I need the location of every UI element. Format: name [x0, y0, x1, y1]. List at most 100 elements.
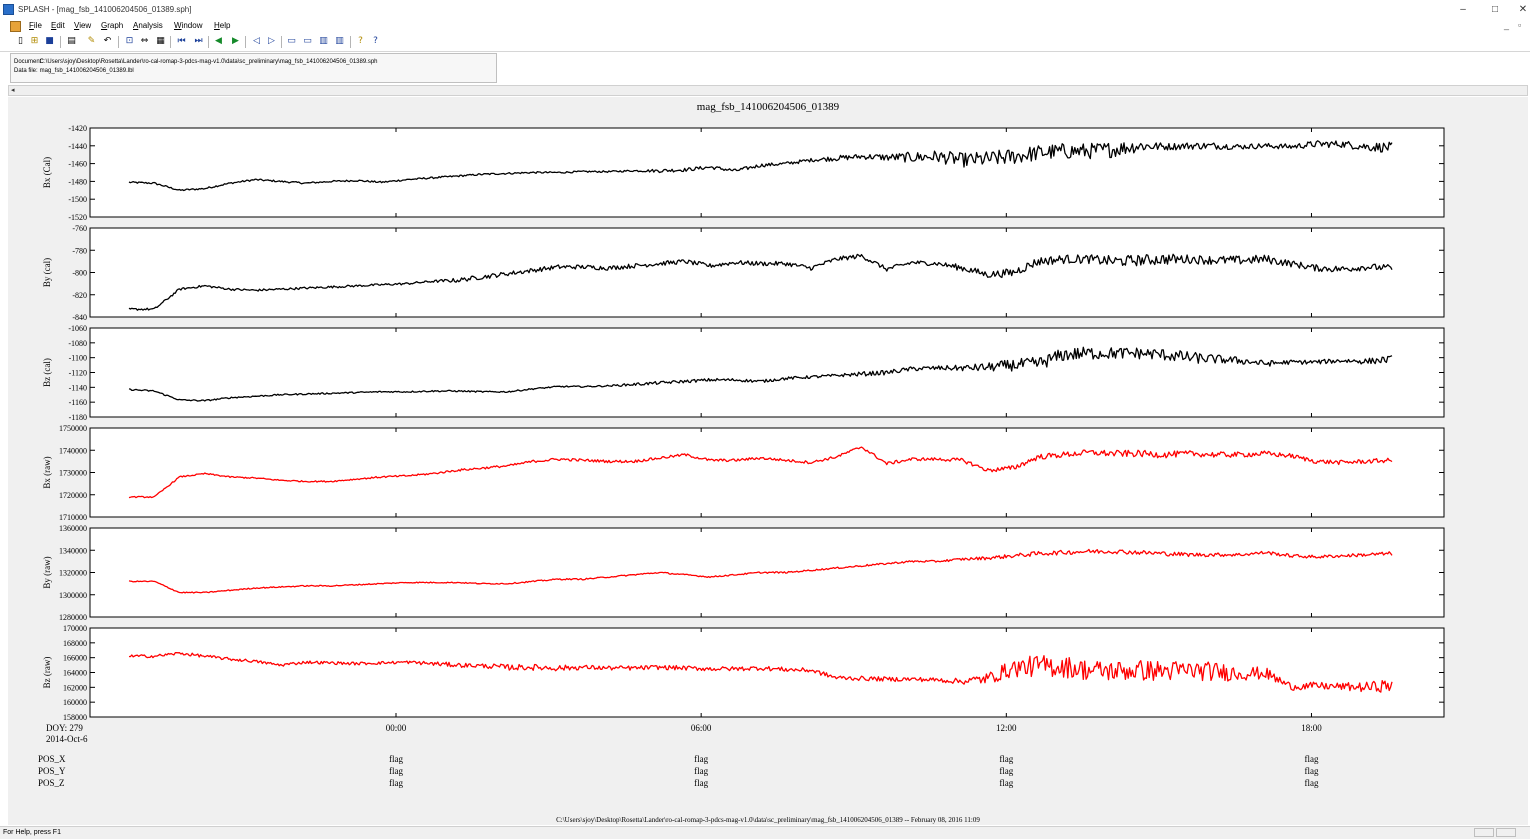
flag-value: flag	[1304, 778, 1318, 788]
flag-value: flag	[694, 754, 708, 764]
undo-icon[interactable]: ↶	[103, 36, 112, 46]
menu-analysis[interactable]: Analysis	[133, 21, 163, 30]
y-tick-label: -840	[72, 313, 87, 322]
flag-value: flag	[389, 754, 403, 764]
horizontal-scrollbar[interactable]: ◂	[8, 85, 1528, 96]
minimize-button[interactable]: –	[1460, 4, 1466, 15]
series-line	[128, 253, 1393, 311]
window-titlebar: SPLASH - [mag_fsb_141006204506_01389.sph…	[0, 0, 1530, 20]
flag-value: flag	[694, 778, 708, 788]
series-line	[128, 446, 1393, 499]
y-tick-label: -1440	[68, 142, 87, 151]
y-tick-label: 168000	[63, 639, 87, 648]
toolbar: ▯ ⊞ ■ ▤ ✎ ↶ ⊡ ⇔ ▦ ⏮ ⏭ ◀ ▶ ◁ ▷ ▭ ▭ ▥ ▥ ? …	[0, 33, 1530, 52]
y-tick-label: 1320000	[59, 569, 87, 578]
series-line	[128, 346, 1393, 402]
y-tick-label: 1710000	[59, 513, 87, 522]
menu-help[interactable]: Help	[214, 21, 231, 30]
last-icon[interactable]: ⏭	[194, 36, 203, 46]
y-axis-label: Bz (raw)	[42, 657, 52, 689]
document-icon[interactable]	[10, 21, 21, 32]
document-info-panel: Document: C:\Users\sjoy\Desktop\Rosetta\…	[10, 53, 497, 83]
window-title: SPLASH - [mag_fsb_141006204506_01389.sph…	[18, 5, 192, 14]
expand-icon[interactable]: ▷	[268, 36, 275, 46]
mdi-restore-button[interactable]: ▫	[1518, 20, 1522, 30]
scroll-left-icon[interactable]: ◂	[11, 87, 15, 94]
save-icon[interactable]: ■	[45, 36, 54, 46]
close-button[interactable]: ✕	[1518, 4, 1528, 15]
y-tick-label: -1180	[69, 413, 87, 422]
plot-canvas: mag_fsb_141006204506_01389 -1420 -1440 -146…	[38, 101, 1445, 824]
y-tick-label: 166000	[63, 654, 87, 663]
plot-footer: C:\Users\sjoy\Desktop\Rosetta\Lander\ro-…	[556, 816, 980, 824]
layout-d-icon[interactable]: ▥	[335, 36, 344, 46]
y-tick-label: 1740000	[59, 446, 87, 455]
plot-title: mag_fsb_141006204506_01389	[697, 101, 840, 113]
y-tick-label: 1340000	[59, 546, 87, 555]
zoom-icon[interactable]: ⊡	[125, 36, 134, 46]
flag-value: flag	[999, 778, 1013, 788]
series-line	[128, 651, 1393, 693]
y-tick-label: -1420	[68, 124, 87, 133]
toolbar-separator	[281, 36, 282, 48]
menu-view[interactable]: View	[74, 21, 92, 30]
flag-value: flag	[389, 778, 403, 788]
help-icon[interactable]: ?	[358, 36, 363, 46]
y-tick-label: -1160	[69, 398, 87, 407]
flag-value: flag	[999, 766, 1013, 776]
status-pane	[1496, 828, 1516, 837]
plot-panel-frame	[89, 327, 1445, 418]
toolbar-separator	[350, 36, 351, 48]
shrink-icon[interactable]: ◁	[253, 36, 260, 46]
x-tick-label: 18:00	[1301, 723, 1322, 733]
flag-value: flag	[694, 766, 708, 776]
layout-b-icon[interactable]: ▭	[303, 36, 312, 46]
datafile-label: Data file:	[14, 68, 38, 74]
plot-panel-frame	[89, 627, 1445, 718]
layout-a-icon[interactable]: ▭	[287, 36, 296, 46]
flag-row-label: POS_Y	[38, 766, 66, 776]
next-icon[interactable]: ▶	[232, 36, 239, 46]
y-tick-label: 1750000	[59, 424, 87, 433]
y-tick-label: 1730000	[59, 469, 87, 478]
y-axis-label: Bz (cal)	[42, 358, 52, 387]
menu-file[interactable]: File	[29, 21, 42, 30]
link-icon[interactable]: ⇔	[140, 36, 149, 46]
first-icon[interactable]: ⏮	[177, 36, 186, 46]
datafile-name: mag_fsb_141006204506_01389.lbl	[39, 68, 134, 74]
y-tick-label: 1280000	[59, 613, 87, 622]
toolbar-separator	[245, 36, 246, 48]
context-help-icon[interactable]: ?	[373, 36, 378, 46]
menu-edit[interactable]: Edit	[51, 21, 65, 30]
pencil-icon[interactable]: ✎	[87, 36, 96, 46]
mdi-minimize-button[interactable]: _	[1504, 20, 1510, 30]
y-tick-label: 1720000	[59, 491, 87, 500]
maximize-button[interactable]: □	[1491, 4, 1499, 15]
y-tick-label: 160000	[63, 698, 87, 707]
y-tick-label: -1480	[68, 177, 87, 186]
y-tick-label: -780	[72, 246, 87, 255]
menu-window[interactable]: Window	[174, 21, 203, 30]
print-icon[interactable]: ▤	[67, 36, 76, 46]
menu-graph[interactable]: Graph	[101, 21, 124, 30]
toolbar-separator	[208, 36, 209, 48]
x-tick-label: 12:00	[996, 723, 1017, 733]
flag-row-label: POS_X	[38, 754, 66, 764]
plot-panel-frame	[89, 227, 1445, 318]
open-folder-icon[interactable]: ⊞	[30, 36, 39, 46]
y-axis-label: By (raw)	[42, 556, 52, 588]
y-axis-label: Bx (Cal)	[42, 157, 52, 188]
document-row: Document: C:\Users\sjoy\Desktop\Rosetta\…	[14, 59, 378, 65]
toolbar-separator	[60, 36, 61, 48]
new-file-icon[interactable]: ▯	[18, 36, 23, 46]
layout-c-icon[interactable]: ▥	[319, 36, 328, 46]
y-tick-label: 1360000	[59, 524, 87, 533]
x-axis-origin-date: 2014-Oct-6	[46, 734, 88, 744]
prev-icon[interactable]: ◀	[215, 36, 222, 46]
flag-value: flag	[1304, 766, 1318, 776]
document-path: C:\Users\sjoy\Desktop\Rosetta\Lander\ro-…	[39, 59, 378, 65]
y-tick-label: -1140	[69, 383, 87, 392]
y-tick-label: -1100	[69, 354, 87, 363]
plot-view: mag_fsb_141006204506_01389 -1420 -1440 -146…	[8, 97, 1528, 825]
grid-icon[interactable]: ▦	[156, 36, 165, 46]
